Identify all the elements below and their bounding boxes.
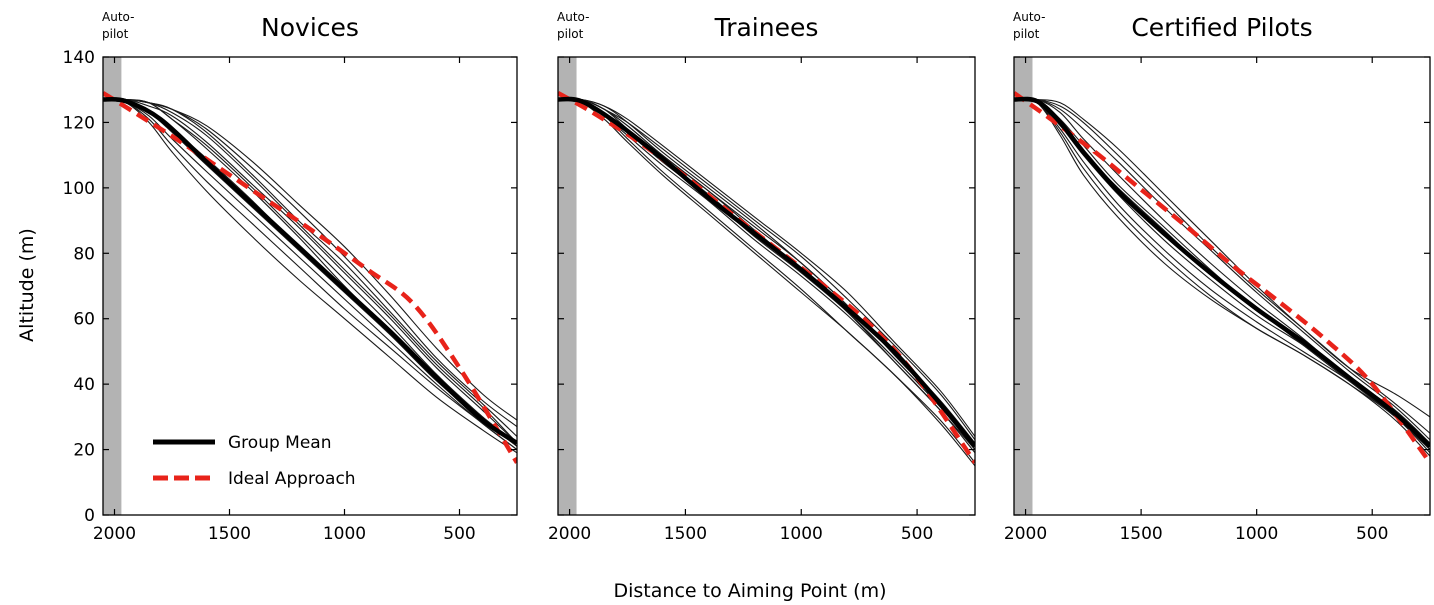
trial-line xyxy=(103,98,517,451)
panel-title: Trainees xyxy=(714,13,819,42)
y-tick-label: 20 xyxy=(73,441,95,461)
x-tick-label: 1500 xyxy=(1119,524,1162,544)
y-tick-label: 120 xyxy=(63,113,95,133)
axes-frame xyxy=(557,56,976,516)
trial-line xyxy=(558,98,975,454)
autopilot-label: pilot xyxy=(557,27,584,41)
autopilot-label: Auto- xyxy=(1013,10,1045,24)
trial-line xyxy=(558,98,975,467)
group-mean-line xyxy=(558,96,975,448)
autopilot-label: pilot xyxy=(102,27,129,41)
x-tick-label: 1500 xyxy=(664,524,707,544)
legend: Group Mean Ideal Approach xyxy=(153,433,356,489)
autopilot-band xyxy=(103,57,122,515)
plot-area xyxy=(1014,91,1430,465)
y-tick-label: 140 xyxy=(63,48,95,68)
x-tick-label: 1000 xyxy=(780,524,823,544)
plot-area xyxy=(103,91,517,464)
panel-1: Novices Auto-pilot 2000 1500 1000 500 0 20 40 60 8… xyxy=(63,10,518,544)
x-tick-label: 2000 xyxy=(93,524,136,544)
autopilot-band xyxy=(558,57,577,515)
autopilot-label: Auto- xyxy=(102,10,134,24)
y-axis-label: Altitude (m) xyxy=(16,228,38,342)
trial-line xyxy=(1014,98,1430,441)
y-tick-label: 100 xyxy=(63,179,95,199)
y-tick-label: 60 xyxy=(73,310,95,330)
y-tick-label: 40 xyxy=(73,375,95,395)
x-tick-label: 500 xyxy=(1356,524,1388,544)
x-tick-label: 2000 xyxy=(1004,524,1047,544)
x-tick-label: 1000 xyxy=(323,524,366,544)
trial-line xyxy=(1014,98,1430,457)
trial-line xyxy=(558,98,975,450)
y-tick-label: 0 xyxy=(84,506,95,526)
panel-3: Certified Pilots Auto-pilot 2000 1500 1000 50… xyxy=(1004,10,1431,544)
x-tick-label: 1000 xyxy=(1235,524,1278,544)
ideal-approach-line xyxy=(558,91,975,464)
legend-label: Ideal Approach xyxy=(228,469,356,489)
group-mean-line xyxy=(1014,96,1430,448)
x-tick-label: 1500 xyxy=(208,524,251,544)
trial-line xyxy=(1014,98,1430,434)
trial-line xyxy=(103,98,517,444)
x-tick-label: 2000 xyxy=(548,524,591,544)
y-tick-label: 80 xyxy=(73,244,95,264)
panel-title: Novices xyxy=(261,13,359,42)
axes-frame xyxy=(102,56,518,516)
trial-line xyxy=(558,98,975,450)
x-tick-label: 500 xyxy=(901,524,933,544)
trial-line xyxy=(103,98,517,451)
autopilot-label: Auto- xyxy=(557,10,589,24)
x-tick-label: 500 xyxy=(443,524,475,544)
trial-line xyxy=(558,98,975,447)
autopilot-band xyxy=(1014,57,1033,515)
panel-title: Certified Pilots xyxy=(1131,13,1312,42)
plot-area xyxy=(558,91,975,467)
ideal-approach-line xyxy=(1014,91,1430,465)
trial-line xyxy=(558,98,975,437)
panel-2: Trainees Auto-pilot 2000 1500 1000 500 xyxy=(548,10,976,544)
trial-line xyxy=(558,98,975,441)
group-mean-line xyxy=(103,96,517,445)
trial-line xyxy=(558,98,975,447)
ideal-approach-line xyxy=(103,91,517,464)
trial-line xyxy=(103,98,517,428)
autopilot-label: pilot xyxy=(1013,27,1040,41)
legend-label: Group Mean xyxy=(228,433,331,453)
axes-frame xyxy=(1013,56,1431,516)
trial-line xyxy=(558,98,975,464)
x-axis-label: Distance to Aiming Point (m) xyxy=(614,580,887,602)
